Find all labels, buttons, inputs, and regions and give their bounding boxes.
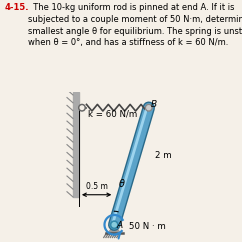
Text: θ: θ (119, 179, 125, 189)
Text: 4-15.: 4-15. (5, 3, 29, 12)
Polygon shape (108, 225, 120, 233)
Circle shape (111, 221, 118, 228)
Circle shape (112, 223, 116, 227)
Circle shape (80, 106, 84, 110)
Text: A: A (117, 221, 123, 230)
Text: k = 60 N/m: k = 60 N/m (88, 110, 137, 119)
Text: B: B (151, 100, 157, 109)
Text: The 10-kg uniform rod is pinned at end A. If it is
subjected to a couple moment : The 10-kg uniform rod is pinned at end A… (28, 3, 242, 47)
Text: 2 m: 2 m (155, 151, 171, 160)
Circle shape (145, 104, 152, 111)
Circle shape (147, 106, 151, 110)
Text: 50 N · m: 50 N · m (129, 222, 166, 231)
Circle shape (79, 104, 85, 111)
Bar (73, 92, 79, 197)
Text: 0.5 m: 0.5 m (86, 182, 107, 191)
